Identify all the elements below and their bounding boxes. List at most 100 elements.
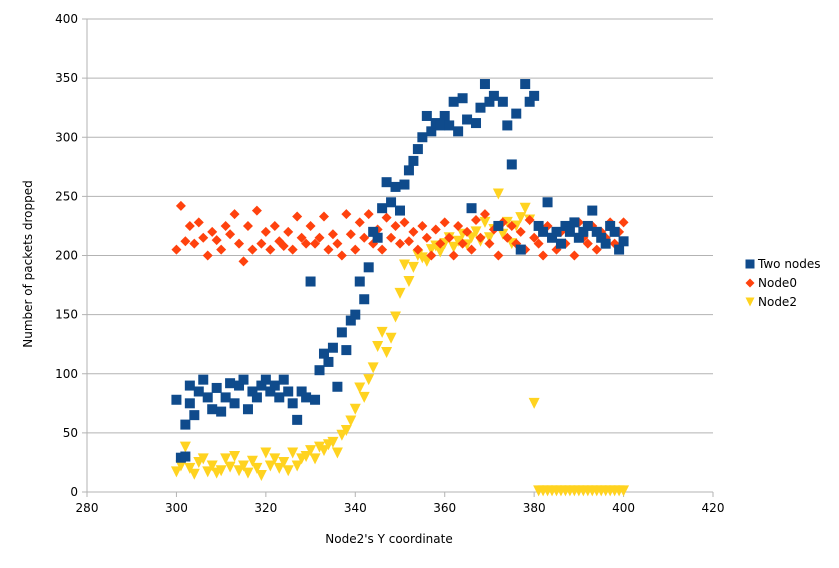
data-point	[421, 110, 432, 121]
data-point	[524, 215, 535, 226]
data-point	[234, 238, 245, 249]
data-point	[310, 238, 321, 249]
data-point	[497, 228, 509, 240]
data-point	[506, 220, 517, 231]
data-point	[551, 226, 562, 237]
data-point	[224, 461, 236, 473]
data-point	[336, 250, 347, 261]
data-point	[421, 232, 432, 243]
data-point	[614, 244, 625, 255]
data-point	[439, 217, 450, 228]
data-point	[242, 404, 253, 415]
data-point	[197, 453, 209, 465]
data-point	[220, 453, 232, 465]
data-point	[274, 392, 285, 403]
data-point	[301, 392, 312, 403]
data-point	[555, 238, 566, 249]
data-point	[207, 226, 218, 237]
data-point	[547, 232, 558, 243]
data-point	[398, 259, 410, 271]
data-point	[591, 226, 602, 237]
x-tick-label: 400	[612, 501, 635, 515]
data-point	[471, 118, 482, 129]
data-point	[448, 241, 460, 253]
data-point	[220, 392, 231, 403]
legend-marker	[745, 259, 755, 269]
data-point	[403, 165, 414, 176]
data-point	[430, 224, 441, 235]
data-point	[291, 460, 303, 472]
data-point	[184, 380, 195, 391]
data-point	[287, 244, 298, 255]
data-point	[318, 348, 329, 359]
data-point	[314, 365, 325, 376]
data-point	[377, 203, 388, 214]
data-point	[184, 462, 196, 474]
data-point	[354, 217, 365, 228]
data-point	[444, 120, 455, 131]
legend-label: Node0	[758, 276, 797, 290]
data-point	[452, 235, 464, 247]
data-point	[493, 220, 504, 231]
data-point	[412, 144, 423, 155]
data-point	[408, 226, 419, 237]
data-point	[367, 362, 379, 374]
legend-item: Node0	[745, 276, 797, 290]
legend-label: Two nodes	[757, 257, 821, 271]
data-point	[256, 380, 267, 391]
data-point	[533, 238, 544, 249]
data-point	[350, 309, 361, 320]
data-point	[255, 469, 267, 481]
data-point	[529, 90, 540, 101]
data-point	[184, 220, 195, 231]
data-point	[184, 398, 195, 409]
data-point	[171, 244, 182, 255]
data-point	[407, 261, 419, 273]
data-point	[479, 209, 490, 220]
data-point	[215, 465, 227, 477]
data-point	[349, 403, 361, 415]
data-points	[170, 79, 630, 497]
data-point	[318, 211, 329, 222]
data-point	[488, 90, 499, 101]
data-point	[390, 181, 401, 192]
data-point	[220, 220, 231, 231]
data-point	[399, 217, 410, 228]
data-point	[403, 236, 414, 247]
series-0	[171, 79, 629, 463]
data-point	[340, 425, 352, 437]
data-point	[573, 232, 584, 243]
data-point	[225, 378, 236, 389]
data-point	[251, 392, 262, 403]
data-point	[301, 238, 312, 249]
data-point	[283, 226, 294, 237]
data-point	[292, 414, 303, 425]
data-point	[327, 436, 339, 448]
data-point	[582, 238, 593, 249]
data-point	[242, 220, 253, 231]
data-point	[202, 392, 213, 403]
data-point	[426, 250, 437, 261]
data-point	[470, 226, 482, 238]
data-point	[395, 238, 405, 249]
data-point	[246, 455, 258, 467]
data-point	[538, 226, 549, 237]
data-point	[372, 232, 383, 243]
data-point	[479, 216, 491, 228]
data-point	[354, 382, 366, 394]
data-point	[502, 120, 513, 131]
data-point	[193, 217, 204, 228]
data-point	[412, 244, 423, 255]
data-point	[386, 232, 397, 243]
data-point	[457, 238, 468, 249]
data-point	[171, 394, 182, 405]
data-point	[359, 232, 370, 243]
data-point	[265, 386, 276, 397]
data-point	[462, 114, 473, 125]
data-point	[278, 241, 289, 252]
x-tick-label: 380	[523, 501, 546, 515]
legend-marker	[745, 278, 755, 288]
data-point	[229, 209, 240, 220]
legend-marker	[745, 297, 755, 307]
data-point	[305, 276, 316, 287]
